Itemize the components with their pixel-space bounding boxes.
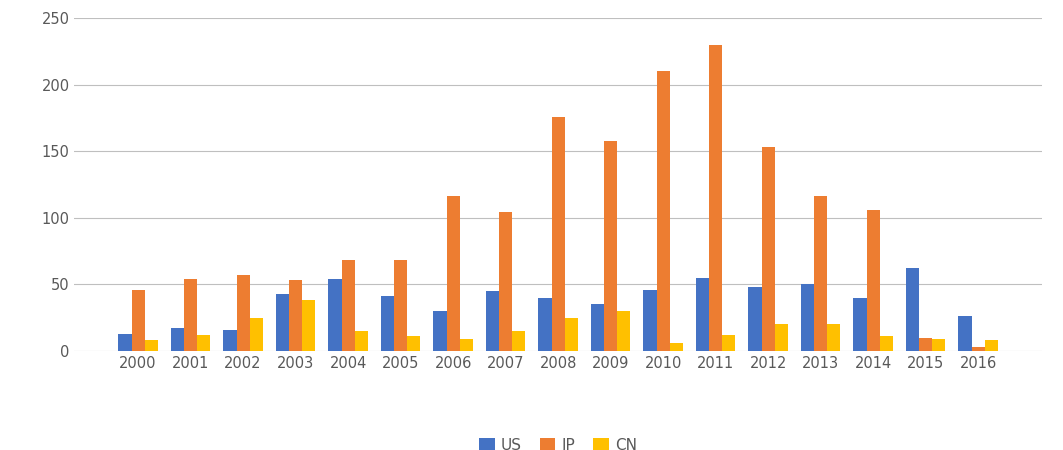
Bar — [341, 261, 355, 351]
Bar — [748, 287, 761, 351]
Bar — [880, 336, 893, 351]
Bar — [972, 347, 984, 351]
Bar — [302, 301, 316, 351]
Bar — [670, 343, 682, 351]
Bar — [250, 318, 263, 351]
Legend: US, JP, CN: US, JP, CN — [473, 432, 643, 450]
Bar — [932, 339, 945, 351]
Bar — [512, 331, 525, 351]
Bar — [289, 280, 302, 351]
Bar — [775, 324, 788, 351]
Bar — [722, 335, 736, 351]
Bar — [355, 331, 368, 351]
Bar — [709, 45, 722, 351]
Bar — [906, 268, 919, 351]
Bar — [171, 328, 184, 351]
Bar — [564, 318, 578, 351]
Bar — [434, 311, 446, 351]
Bar — [657, 71, 670, 351]
Bar — [552, 117, 564, 351]
Bar — [446, 197, 459, 351]
Bar — [604, 140, 618, 351]
Bar — [800, 284, 814, 351]
Bar — [696, 278, 709, 351]
Bar — [407, 336, 420, 351]
Bar — [814, 197, 827, 351]
Bar — [827, 324, 840, 351]
Bar — [959, 316, 972, 351]
Bar — [618, 311, 630, 351]
Bar — [197, 335, 210, 351]
Bar — [919, 338, 932, 351]
Bar — [486, 291, 499, 351]
Bar — [381, 297, 394, 351]
Bar — [236, 275, 250, 351]
Bar — [854, 298, 866, 351]
Bar — [132, 290, 145, 351]
Bar — [118, 334, 132, 351]
Bar — [984, 340, 998, 351]
Bar — [184, 279, 197, 351]
Bar — [866, 210, 880, 351]
Bar — [538, 298, 552, 351]
Bar — [761, 147, 775, 351]
Bar — [276, 294, 289, 351]
Bar — [459, 339, 473, 351]
Bar — [145, 340, 157, 351]
Bar — [499, 212, 512, 351]
Bar — [591, 304, 604, 351]
Bar — [394, 261, 407, 351]
Bar — [643, 290, 657, 351]
Bar — [223, 330, 236, 351]
Bar — [328, 279, 341, 351]
